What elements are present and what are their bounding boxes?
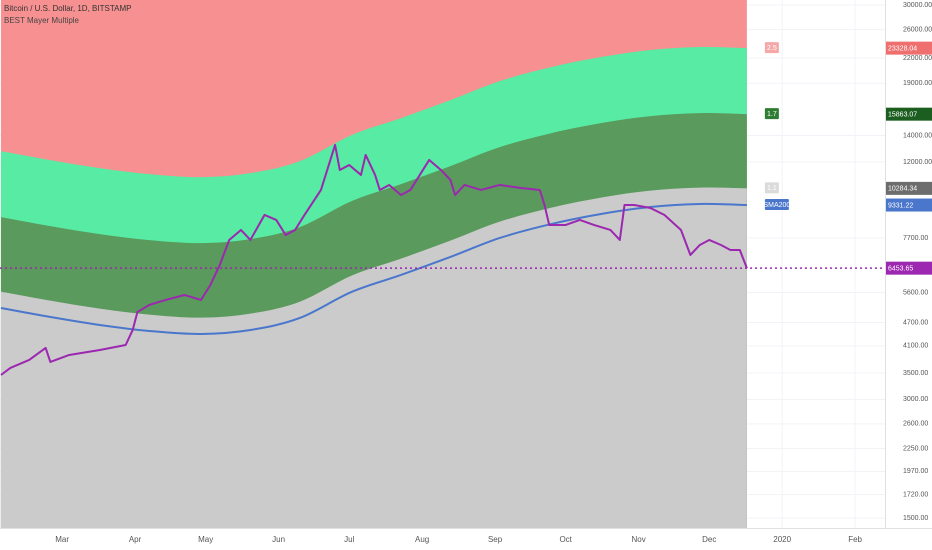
series-label: 1.7	[767, 111, 777, 118]
price-line	[0, 143, 748, 376]
x-tick-label: 2020	[773, 535, 791, 544]
series-label-bg	[764, 182, 779, 194]
sma-line	[0, 202, 747, 335]
series-label: 1.1	[767, 185, 777, 192]
y-tick-label: 1720.00	[903, 491, 928, 498]
tags: 23328.04 2.5 15863.07 1.7 10284.34 1.1 9331.22…	[763, 41, 932, 275]
y-tick-label: 19000.00	[903, 80, 932, 87]
y-tick-label: 4100.00	[903, 343, 928, 350]
x-tick-label: Mar	[55, 535, 69, 544]
series-label-bg	[764, 199, 789, 211]
y-tick-label: 14000.00	[903, 132, 932, 139]
x-tick-label: Jul	[344, 535, 354, 544]
y-tick-label: 26000.00	[903, 26, 932, 33]
y-tick-label: 2600.00	[903, 421, 928, 428]
band-area	[0, 187, 747, 528]
y-tick-label: 30000.00	[903, 2, 932, 9]
y-tick-label: 7700.00	[903, 235, 928, 242]
y-tick-label: 3000.00	[903, 396, 928, 403]
price-tag-bg	[886, 107, 932, 121]
x-tick-label: Dec	[702, 535, 716, 544]
price-tag-bg	[886, 261, 932, 275]
x-tick-label: Jun	[272, 535, 285, 544]
y-tick-label: 4700.00	[903, 319, 928, 326]
x-tick-label: May	[198, 535, 213, 544]
price-tag: 6453.65	[888, 266, 913, 273]
series-label-bg	[764, 42, 779, 54]
x-tick-label: Aug	[415, 535, 429, 544]
series-label: 2.5	[767, 45, 777, 52]
price-tag: 15863.07	[888, 112, 917, 119]
y-tick-label: 2250.00	[903, 445, 928, 452]
axes: Mar Apr May Jun Jul Aug Sep Oct Nov Dec 2020 Feb 300…	[55, 2, 932, 544]
y-tick-label: 3500.00	[903, 370, 928, 377]
series-label-bg	[764, 108, 779, 120]
x-tick-label: Apr	[129, 535, 142, 544]
y-tick-label: 1970.00	[903, 468, 928, 475]
y-tick-label: 1500.00	[903, 515, 928, 522]
y-tick-label: 22000.00	[903, 55, 932, 62]
y-tick-label: 5600.00	[903, 289, 928, 296]
x-tick-label: Feb	[848, 535, 862, 544]
price-tag: 23328.04	[888, 45, 917, 52]
chart-subtitle: BEST Mayer Multiple	[4, 16, 80, 25]
plot	[0, 0, 885, 529]
x-tick-label: Sep	[488, 535, 503, 544]
price-tag-bg	[886, 198, 932, 212]
y-tick-label: 12000.00	[903, 159, 932, 166]
price-tag-bg	[886, 181, 932, 195]
x-tick-label: Nov	[632, 535, 646, 544]
price-tag: 9331.22	[888, 202, 913, 209]
chart-title: Bitcoin / U.S. Dollar, 1D, BITSTAMP	[4, 4, 131, 13]
price-tag: 10284.34	[888, 186, 917, 193]
x-tick-label: Oct	[559, 535, 572, 544]
series-label: SMA200	[763, 202, 790, 209]
price-tag-bg	[886, 41, 932, 55]
